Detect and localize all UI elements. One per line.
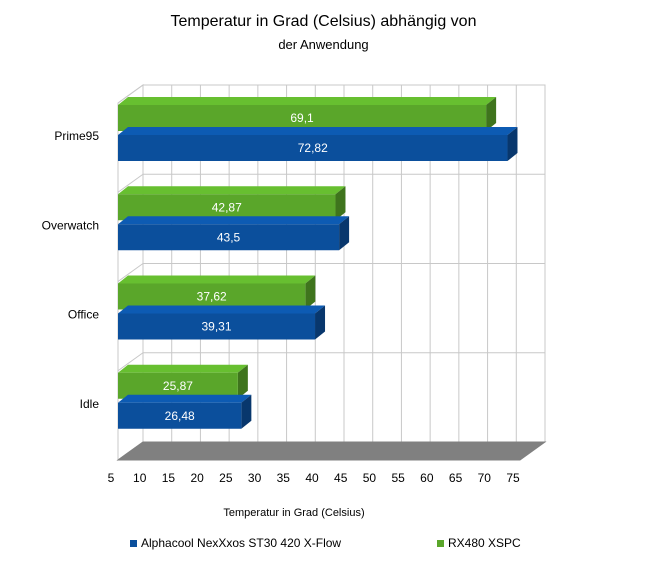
y-category-label: Overwatch	[42, 218, 99, 232]
x-tick-label: 65	[449, 471, 463, 485]
x-tick-label: 70	[478, 471, 492, 485]
legend-item-alphacool: Alphacool NexXxos ST30 420 X-Flow	[130, 536, 341, 550]
x-tick-label: 45	[334, 471, 348, 485]
legend-swatch-rx480	[437, 539, 444, 547]
data-label: 37,62	[197, 290, 227, 304]
x-tick-label: 60	[420, 471, 434, 485]
legend-swatch-alphacool	[130, 539, 137, 547]
bar-alphacool-office: 39,31	[118, 305, 326, 340]
x-tick-label: 5	[108, 471, 115, 485]
data-label: 25,87	[163, 379, 193, 393]
x-tick-label: 35	[277, 471, 291, 485]
bar-rx480-overwatch: 42,87	[118, 186, 346, 221]
chart-subtitle: der Anwendung	[278, 37, 369, 52]
data-label: 39,31	[202, 320, 232, 334]
x-tick-label: 10	[133, 471, 147, 485]
bar-rx480-office: 37,62	[118, 275, 316, 310]
bar-alphacool-prime95: 72,82	[118, 127, 518, 161]
chart-labels: 5 10 15 20 25 30 35 40 45 50 55 60 65 70 75 Prime95 Over…	[42, 129, 520, 485]
x-tick-label: 75	[506, 471, 520, 485]
legend-item-rx480: RX480 XSPC	[437, 536, 521, 550]
chart-bars: 69,1 72,82 42,87 43,5 37,62 39,31 25,87 26,48	[118, 97, 518, 429]
legend-label-alphacool: Alphacool NexXxos ST30 420 X-Flow	[141, 536, 342, 550]
data-label: 69,1	[290, 111, 314, 125]
x-tick-label: 50	[363, 471, 377, 485]
x-tick-label: 25	[219, 471, 233, 485]
legend-label-rx480: RX480 XSPC	[448, 536, 521, 550]
data-label: 42,87	[212, 200, 242, 214]
x-tick-label: 15	[162, 471, 176, 485]
y-category-label: Office	[68, 308, 99, 322]
bar-rx480-prime95: 69,1	[118, 97, 497, 131]
bar-alphacool-overwatch: 43,5	[118, 216, 350, 251]
bar-alphacool-idle: 26,48	[118, 394, 252, 429]
data-label: 26,48	[165, 409, 195, 423]
x-axis-label: Temperatur in Grad (Celsius)	[223, 507, 364, 519]
data-label: 43,5	[217, 230, 241, 244]
x-tick-label: 30	[248, 471, 262, 485]
y-category-label: Prime95	[54, 129, 99, 143]
bar-rx480-idle: 25,87	[118, 364, 248, 399]
chart-title: Temperatur in Grad (Celsius) abhängig vo…	[170, 13, 477, 30]
x-tick-label: 55	[391, 471, 405, 485]
x-tick-label: 40	[305, 471, 319, 485]
x-tick-label: 20	[190, 471, 204, 485]
data-label: 72,82	[298, 141, 328, 155]
y-category-label: Idle	[80, 397, 100, 411]
